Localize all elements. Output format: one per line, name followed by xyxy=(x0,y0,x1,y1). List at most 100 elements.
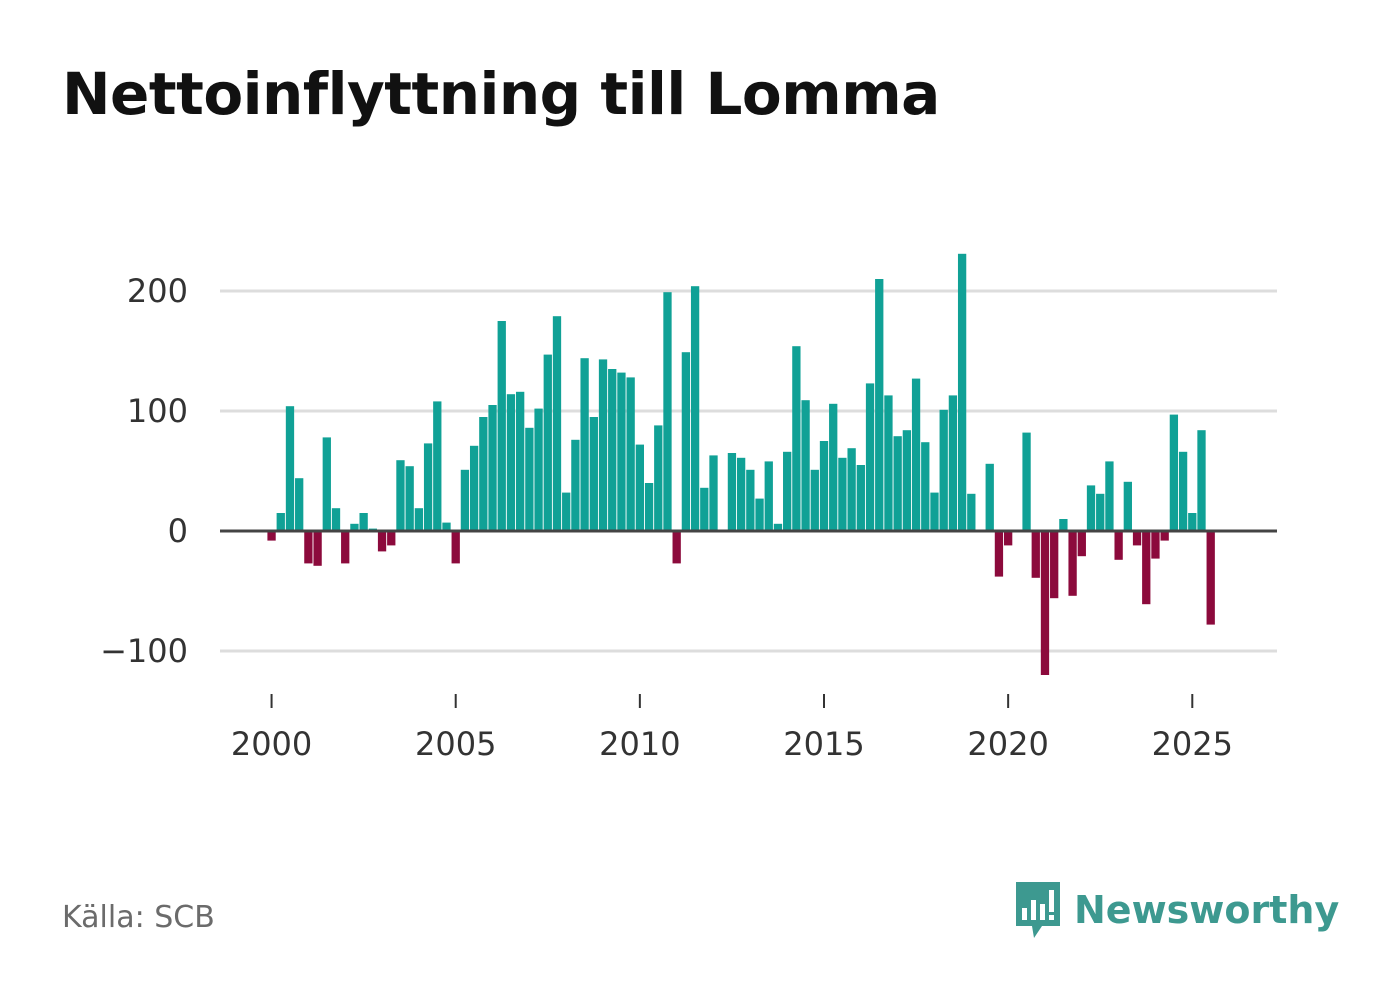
bar xyxy=(635,444,644,531)
bar xyxy=(571,439,580,531)
bar xyxy=(562,492,571,531)
bar xyxy=(341,531,350,564)
bar xyxy=(433,401,442,531)
bar xyxy=(322,437,331,531)
bar xyxy=(1132,531,1142,546)
bar xyxy=(1077,531,1086,557)
bar xyxy=(1040,531,1050,675)
bar xyxy=(1096,493,1105,531)
bar xyxy=(1142,531,1151,605)
bar xyxy=(350,523,359,531)
bar xyxy=(276,513,285,531)
bar xyxy=(313,531,322,566)
y-tick-label: −100 xyxy=(100,632,188,670)
bar xyxy=(1086,485,1096,531)
bar xyxy=(617,372,626,531)
bar xyxy=(405,466,414,531)
bar xyxy=(783,451,792,531)
bar xyxy=(285,406,295,531)
y-tick-label: 0 xyxy=(168,512,188,550)
bar xyxy=(543,354,552,531)
bar xyxy=(911,378,921,531)
y-tick-label: 200 xyxy=(127,272,188,310)
bar xyxy=(304,531,313,564)
bar xyxy=(1169,414,1179,531)
bar xyxy=(681,352,691,531)
bar xyxy=(469,445,479,531)
bar xyxy=(608,369,617,531)
bar xyxy=(331,508,341,531)
brand-name: Newsworthy xyxy=(1074,888,1340,932)
bar xyxy=(902,430,912,531)
bar xyxy=(451,531,460,564)
bar xyxy=(893,436,902,531)
bar xyxy=(387,531,396,546)
bar xyxy=(884,395,893,531)
x-tick-label: 2005 xyxy=(415,725,496,763)
bar xyxy=(460,469,470,531)
x-tick-label: 2015 xyxy=(783,725,864,763)
bar xyxy=(948,395,958,531)
bar xyxy=(921,442,930,531)
bar xyxy=(865,383,875,531)
bar xyxy=(506,394,516,531)
bar xyxy=(764,461,773,531)
x-axis: 2000 2005 2010 2015 2020 2025 xyxy=(231,694,1233,763)
bar xyxy=(497,321,506,531)
bar xyxy=(644,483,654,531)
bar xyxy=(626,377,635,531)
bar xyxy=(930,492,939,531)
bar-series xyxy=(267,253,1215,675)
bar xyxy=(423,443,433,531)
bar xyxy=(534,408,543,531)
gridlines xyxy=(220,289,1277,653)
bar xyxy=(414,508,424,531)
bar xyxy=(295,478,304,531)
bar xyxy=(746,469,755,531)
bar xyxy=(1114,531,1123,560)
bar xyxy=(552,316,562,531)
bar xyxy=(856,465,865,531)
bar xyxy=(1160,531,1169,541)
newsworthy-logo-icon xyxy=(1016,882,1060,938)
bar xyxy=(690,286,700,531)
bar xyxy=(801,400,810,531)
bar xyxy=(359,513,368,531)
bar xyxy=(1105,461,1114,531)
bar xyxy=(755,498,764,531)
bar xyxy=(1059,519,1068,531)
bar xyxy=(663,292,672,531)
bar xyxy=(488,405,497,531)
x-tick-label: 2010 xyxy=(599,725,680,763)
bar xyxy=(377,531,387,552)
bar xyxy=(1188,513,1197,531)
bar xyxy=(672,531,681,564)
bar xyxy=(727,453,737,531)
brand-logo[interactable]: Newsworthy xyxy=(1012,880,1339,940)
bar xyxy=(1050,531,1059,599)
bar xyxy=(654,425,663,531)
bar xyxy=(1197,430,1206,531)
bar xyxy=(442,522,451,531)
bar xyxy=(516,391,525,531)
bar xyxy=(829,403,838,531)
bar xyxy=(479,417,488,531)
bar xyxy=(736,457,746,531)
x-tick-label: 2000 xyxy=(231,725,312,763)
bar xyxy=(525,427,534,531)
bar xyxy=(875,279,884,531)
bar xyxy=(985,463,994,531)
bar xyxy=(700,487,709,531)
bar xyxy=(1022,432,1031,531)
bar xyxy=(792,346,801,531)
y-tick-label: 100 xyxy=(127,392,188,430)
source-credit: Källa: SCB xyxy=(62,900,215,935)
bar xyxy=(847,448,856,531)
bar xyxy=(939,409,948,531)
bar xyxy=(810,469,819,531)
bar xyxy=(838,457,847,531)
x-tick-label: 2025 xyxy=(1152,725,1233,763)
bar xyxy=(1031,531,1040,578)
bar xyxy=(994,531,1004,577)
